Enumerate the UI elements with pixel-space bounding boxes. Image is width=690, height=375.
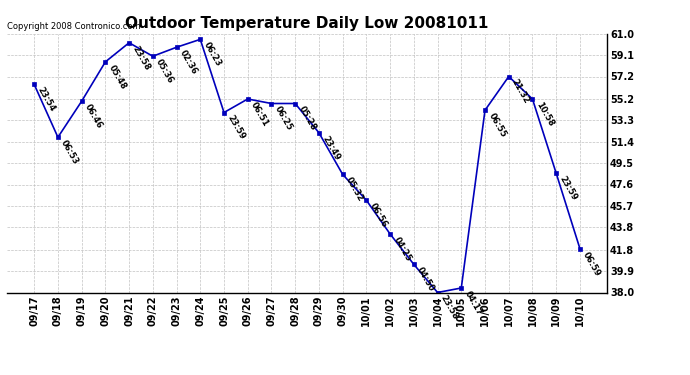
Text: 21:32: 21:32: [510, 78, 531, 105]
Text: 06:53: 06:53: [59, 139, 81, 166]
Text: 06:25: 06:25: [273, 105, 294, 132]
Text: 23:49: 23:49: [320, 134, 342, 162]
Text: 02:36: 02:36: [178, 49, 199, 76]
Text: 23:59: 23:59: [558, 175, 579, 202]
Text: 05:48: 05:48: [107, 63, 128, 91]
Text: 05:36: 05:36: [154, 58, 175, 85]
Text: 10:58: 10:58: [534, 100, 555, 128]
Text: 05:28: 05:28: [297, 105, 317, 132]
Text: 06:55: 06:55: [486, 112, 508, 139]
Text: 23:58: 23:58: [130, 44, 152, 72]
Text: 23:59: 23:59: [226, 114, 246, 141]
Text: 06:46: 06:46: [83, 103, 104, 130]
Text: 05:32: 05:32: [344, 176, 365, 203]
Text: 04:17: 04:17: [463, 290, 484, 317]
Text: 04:25: 04:25: [391, 236, 413, 263]
Text: 04:50: 04:50: [415, 266, 436, 293]
Text: 06:56: 06:56: [368, 202, 389, 229]
Text: 23:58: 23:58: [439, 294, 460, 321]
Text: 23:54: 23:54: [36, 86, 57, 113]
Text: 06:59: 06:59: [581, 250, 602, 278]
Text: Copyright 2008 Contronico.com: Copyright 2008 Contronico.com: [7, 22, 141, 31]
Text: 06:23: 06:23: [201, 41, 223, 68]
Title: Outdoor Temperature Daily Low 20081011: Outdoor Temperature Daily Low 20081011: [126, 16, 489, 31]
Text: 06:51: 06:51: [249, 100, 270, 128]
